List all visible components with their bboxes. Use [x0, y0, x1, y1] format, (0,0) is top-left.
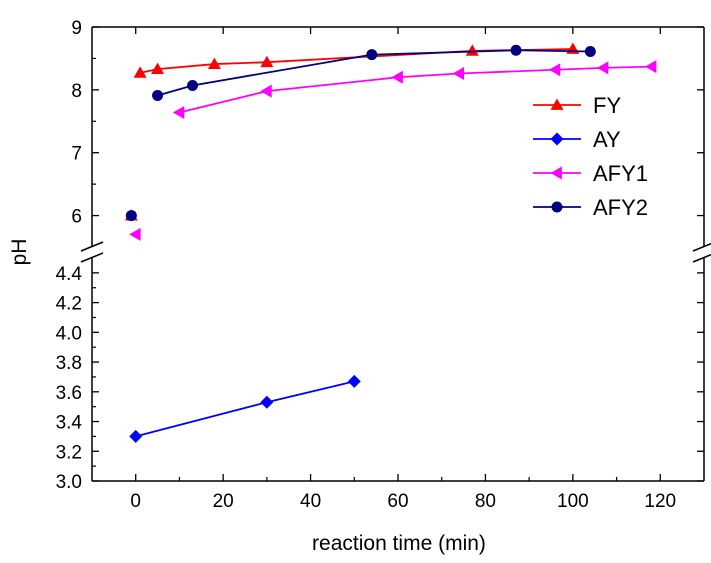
legend-item-afy2: AFY2 [533, 195, 648, 220]
axis-break-mark [80, 241, 104, 252]
series-line-ay [135, 380, 355, 438]
y-tick-label: 3.0 [56, 472, 82, 493]
legend-label-afy2: AFY2 [593, 195, 648, 220]
series-afy2 [125, 44, 596, 222]
axis-break-mark [692, 242, 711, 252]
legend-item-afy1: AFY1 [533, 161, 648, 186]
y-tick-label: 3.8 [56, 353, 82, 374]
legend-marker-afy2 [551, 201, 563, 213]
series-fy [124, 42, 580, 221]
data-point-afy2 [366, 49, 378, 61]
x-tick-label: 100 [557, 491, 589, 512]
data-point-afy2 [510, 44, 522, 56]
data-point-ay [260, 395, 274, 409]
legend-label-afy1: AFY1 [593, 161, 648, 186]
x-tick-label: 20 [213, 491, 234, 512]
y-tick-label: 4.2 [56, 294, 82, 315]
initial-point-afy1 [129, 227, 141, 241]
legend-item-fy: FY [533, 93, 621, 118]
x-tick-label: 120 [644, 491, 676, 512]
y-tick-label: 7 [71, 144, 82, 165]
y-tick-label: 4.0 [56, 323, 82, 344]
legend-item-ay: AY [533, 127, 621, 152]
y-tick-label: 3.6 [56, 383, 82, 404]
legend-label-fy: FY [593, 93, 621, 118]
data-point-afy1 [391, 70, 403, 84]
data-point-afy1 [172, 105, 185, 119]
axis-break-mark [80, 252, 104, 263]
data-point-ay [347, 374, 361, 388]
legend-marker-ay [550, 132, 564, 146]
data-point-fy [260, 55, 274, 68]
data-point-afy2 [152, 90, 164, 102]
y-tick-label: 9 [71, 18, 82, 39]
data-point-afy2 [584, 46, 596, 58]
x-tick-label: 40 [300, 491, 321, 512]
data-point-fy [465, 44, 479, 56]
tick-labels: 0 20 40 60 80 100 120 6 7 8 9 3.0 3.2 3.4 3.6 3.8 4.0 4.2… [56, 18, 677, 512]
y-axis-title: pH [8, 239, 31, 266]
x-tick-label: 80 [475, 491, 496, 512]
series-line-fy [139, 48, 573, 74]
data-point-afy1 [260, 84, 272, 98]
y-tick-label: 3.4 [56, 413, 83, 434]
legend-label-ay: AY [593, 127, 621, 152]
data-point-afy1 [452, 67, 465, 81]
data-point-afy1 [596, 61, 609, 75]
data-point-afy1 [645, 60, 657, 74]
series-layer [124, 42, 657, 443]
x-tick-label: 0 [130, 491, 141, 512]
data-point-afy1 [548, 63, 561, 77]
x-axis-title: reaction time (min) [312, 532, 486, 555]
axis-break-marks [80, 241, 711, 263]
initial-point-afy2 [125, 210, 137, 222]
y-tick-label: 8 [71, 81, 82, 102]
legend-marker-fy [550, 98, 564, 110]
data-point-fy [133, 66, 147, 78]
legend: FY AY AFY1 AFY2 [533, 93, 648, 220]
tick-marks [92, 26, 704, 482]
data-point-ay [129, 429, 143, 443]
data-point-fy [151, 62, 165, 74]
y-tick-label: 3.2 [56, 442, 82, 463]
y-tick-label: 4.4 [56, 264, 83, 285]
series-ay [129, 374, 361, 443]
y-tick-label: 6 [71, 207, 82, 228]
x-tick-label: 60 [387, 491, 408, 512]
legend-marker-afy1 [550, 166, 562, 180]
data-point-fy [207, 57, 221, 69]
series-afy1 [129, 60, 657, 241]
data-point-afy2 [187, 79, 199, 91]
axis-break-mark [692, 253, 711, 263]
